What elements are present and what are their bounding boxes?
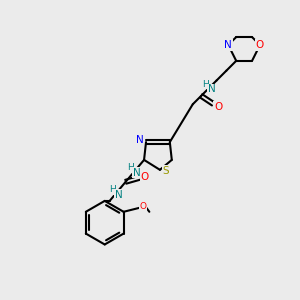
Text: N: N — [115, 190, 122, 200]
Text: S: S — [163, 166, 169, 176]
Text: H: H — [109, 185, 116, 194]
Text: H: H — [202, 80, 209, 89]
Text: H: H — [128, 164, 134, 172]
Text: N: N — [133, 168, 141, 178]
Text: O: O — [256, 40, 264, 50]
Text: O: O — [140, 202, 147, 211]
Text: O: O — [214, 102, 222, 112]
Text: N: N — [208, 84, 215, 94]
Text: N: N — [224, 40, 232, 50]
Text: N: N — [136, 135, 144, 145]
Text: O: O — [140, 172, 149, 182]
